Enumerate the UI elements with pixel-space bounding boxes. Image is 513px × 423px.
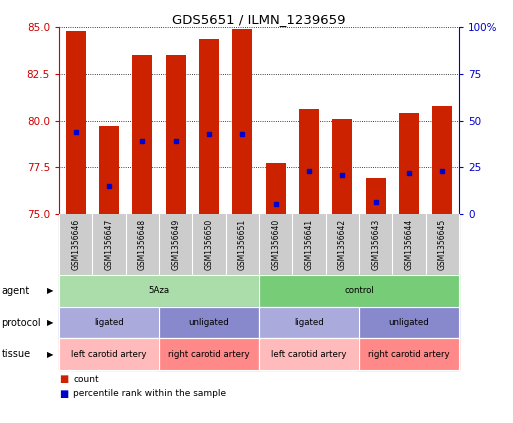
- Text: count: count: [73, 374, 99, 384]
- Text: tissue: tissue: [2, 349, 31, 359]
- Text: right carotid artery: right carotid artery: [368, 350, 450, 359]
- Text: 5Aza: 5Aza: [148, 286, 170, 295]
- Bar: [199, 38, 219, 214]
- Text: unligated: unligated: [189, 318, 229, 327]
- Text: control: control: [344, 286, 374, 295]
- Text: ■: ■: [59, 389, 68, 399]
- Text: agent: agent: [2, 286, 30, 296]
- Text: GSM1356642: GSM1356642: [338, 219, 347, 270]
- Text: protocol: protocol: [2, 318, 41, 327]
- Text: ▶: ▶: [47, 318, 53, 327]
- Bar: [366, 178, 386, 214]
- Text: unligated: unligated: [389, 318, 429, 327]
- Text: ligated: ligated: [294, 318, 324, 327]
- Bar: [399, 113, 419, 214]
- Text: GSM1356640: GSM1356640: [271, 219, 280, 270]
- Text: ▶: ▶: [47, 286, 53, 295]
- Text: percentile rank within the sample: percentile rank within the sample: [73, 390, 226, 398]
- Bar: [332, 119, 352, 214]
- Bar: [132, 55, 152, 214]
- Bar: [432, 106, 452, 214]
- Text: GSM1356650: GSM1356650: [205, 219, 213, 270]
- Text: ligated: ligated: [94, 318, 124, 327]
- Text: GSM1356647: GSM1356647: [105, 219, 113, 270]
- Title: GDS5651 / ILMN_1239659: GDS5651 / ILMN_1239659: [172, 14, 346, 26]
- Text: left carotid artery: left carotid artery: [271, 350, 347, 359]
- Text: left carotid artery: left carotid artery: [71, 350, 147, 359]
- Text: ■: ■: [59, 374, 68, 384]
- Text: right carotid artery: right carotid artery: [168, 350, 250, 359]
- Text: GSM1356643: GSM1356643: [371, 219, 380, 270]
- Bar: [299, 110, 319, 214]
- Bar: [66, 31, 86, 214]
- Text: ▶: ▶: [47, 350, 53, 359]
- Text: GSM1356646: GSM1356646: [71, 219, 80, 270]
- Bar: [232, 29, 252, 214]
- Text: GSM1356645: GSM1356645: [438, 219, 447, 270]
- Text: GSM1356649: GSM1356649: [171, 219, 180, 270]
- Text: GSM1356651: GSM1356651: [238, 219, 247, 270]
- Bar: [166, 55, 186, 214]
- Text: GSM1356648: GSM1356648: [138, 219, 147, 270]
- Bar: [99, 126, 119, 214]
- Text: GSM1356641: GSM1356641: [305, 219, 313, 270]
- Text: GSM1356644: GSM1356644: [405, 219, 413, 270]
- Bar: [266, 163, 286, 214]
